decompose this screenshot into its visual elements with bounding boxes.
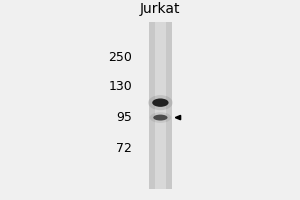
Ellipse shape [150,112,171,123]
Ellipse shape [152,98,169,107]
Text: 95: 95 [116,111,132,124]
Text: Jurkat: Jurkat [140,2,181,16]
Polygon shape [175,115,181,120]
Bar [155,22,166,189]
Text: 72: 72 [116,142,132,155]
Text: 130: 130 [108,80,132,93]
Text: 250: 250 [108,51,132,64]
Bar [149,22,172,189]
Ellipse shape [153,115,167,121]
Ellipse shape [148,95,173,110]
